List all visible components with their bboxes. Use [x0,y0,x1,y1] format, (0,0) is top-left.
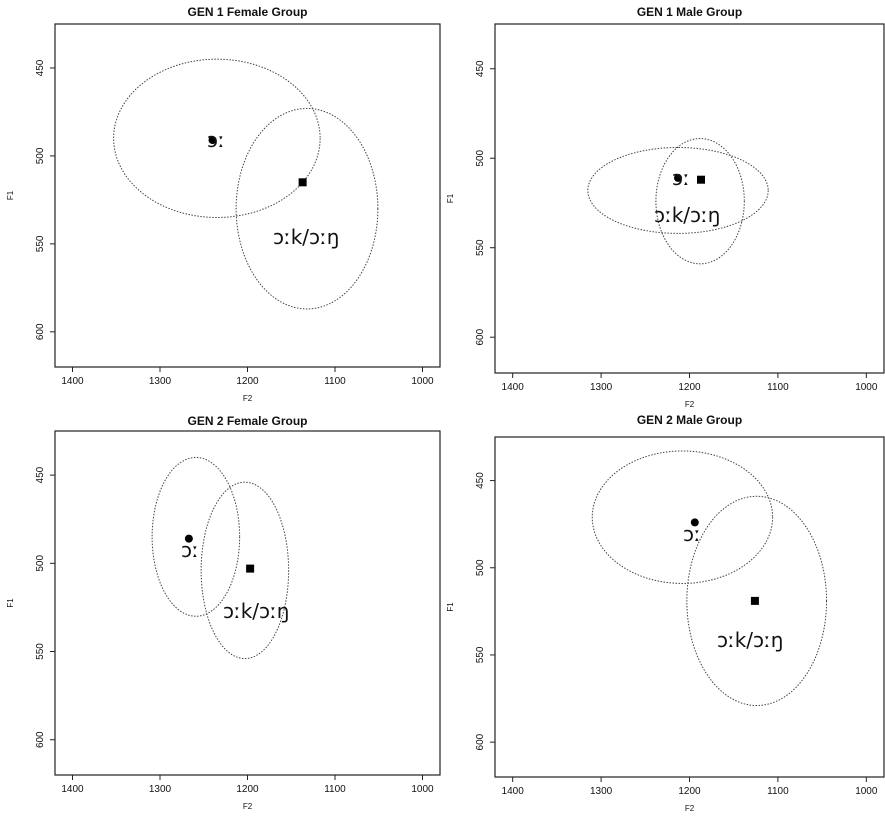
y-tick-label: 450 [35,466,46,483]
mean-point-circle [690,518,699,527]
x-tick-label: 1200 [678,786,701,797]
x-axis-label: F2 [243,394,253,403]
chart-title: GEN 2 Male Group [637,413,742,427]
x-tick-label: 1100 [767,382,789,393]
y-tick-label: 600 [35,323,46,340]
x-tick-label: 1000 [855,786,878,797]
x-tick-label: 1000 [411,376,434,387]
y-tick-label: 550 [475,239,486,256]
chart-panel-3: GEN 2 Female Group 1400 1300 1200 1100 1000 45… [6,414,441,811]
x-tick-label: 1400 [502,786,525,797]
plot-frame [494,23,885,374]
x-axis-label: F2 [243,802,253,811]
y-tick-label: 450 [475,472,486,489]
series-label: ɔː [181,538,199,562]
x-axis-label: F2 [685,400,695,409]
mean-point-square [750,596,759,605]
x-tick-label: 1300 [149,376,172,387]
mean-point-circle [184,534,193,543]
x-tick-label: 1100 [324,376,346,387]
y-axis-label: F1 [446,602,455,612]
y-axis-label: F1 [6,190,15,200]
confidence-ellipse [655,138,745,265]
y-tick-label: 550 [35,235,46,252]
chart-panel-2: GEN 1 Male Group 1400 1300 1200 1100 1000 450 5… [446,5,885,409]
chart-title: GEN 1 Male Group [637,5,742,19]
mean-point-square [298,178,307,187]
series-label: ɔːk/ɔːŋ [654,203,720,227]
chart-title: GEN 1 Female Group [187,5,307,19]
y-tick-label: 500 [35,147,46,164]
confidence-ellipse [200,481,290,660]
series-label: ɔː [672,166,690,190]
x-tick-label: 1000 [855,382,878,393]
series-label: ɔːk/ɔːŋ [273,225,339,249]
confidence-ellipse [686,495,828,707]
chart-panel-1: GEN 1 Female Group 1400 1300 1200 1100 1000 45… [6,5,441,403]
chart-title: GEN 2 Female Group [187,414,307,428]
mean-point-circle [674,173,683,182]
y-tick-label: 550 [475,646,486,663]
x-tick-label: 1400 [61,784,84,795]
confidence-ellipse [591,450,774,584]
y-tick-label: 500 [35,555,46,572]
plot-frame [494,436,885,778]
x-tick-label: 1300 [149,784,172,795]
series-label: ɔːk/ɔːŋ [717,628,783,652]
confidence-ellipse [151,456,241,617]
x-tick-label: 1100 [324,784,346,795]
mean-point-circle [208,136,217,145]
y-tick-label: 600 [475,733,486,750]
series-label: ɔː [207,128,225,152]
x-tick-label: 1000 [411,784,434,795]
confidence-ellipse [235,107,379,310]
x-axis-label: F2 [685,804,695,813]
mean-point-square [246,564,255,573]
confidence-ellipse [587,146,769,234]
y-tick-label: 550 [35,643,46,660]
y-axis-label: F1 [446,193,455,203]
x-tick-label: 1200 [236,784,259,795]
x-tick-label: 1400 [502,382,525,393]
mean-point-square [696,175,705,184]
y-tick-label: 450 [475,60,486,77]
x-tick-label: 1100 [767,786,789,797]
series-label: ɔːk/ɔːŋ [223,599,289,623]
y-tick-label: 450 [35,59,46,76]
x-tick-label: 1300 [590,382,613,393]
confidence-ellipse [113,58,321,218]
series-label: ɔː [683,522,701,546]
x-tick-label: 1300 [590,786,613,797]
x-tick-label: 1200 [236,376,259,387]
y-tick-label: 500 [475,149,486,166]
y-tick-label: 600 [35,731,46,748]
chart-panel-4: GEN 2 Male Group 1400 1300 1200 1100 1000 450 5… [446,413,885,813]
x-tick-label: 1400 [61,376,84,387]
y-axis-label: F1 [6,598,15,608]
y-tick-label: 500 [475,559,486,576]
x-tick-label: 1200 [678,382,701,393]
y-tick-label: 600 [475,328,486,345]
plot-frame [54,23,441,368]
